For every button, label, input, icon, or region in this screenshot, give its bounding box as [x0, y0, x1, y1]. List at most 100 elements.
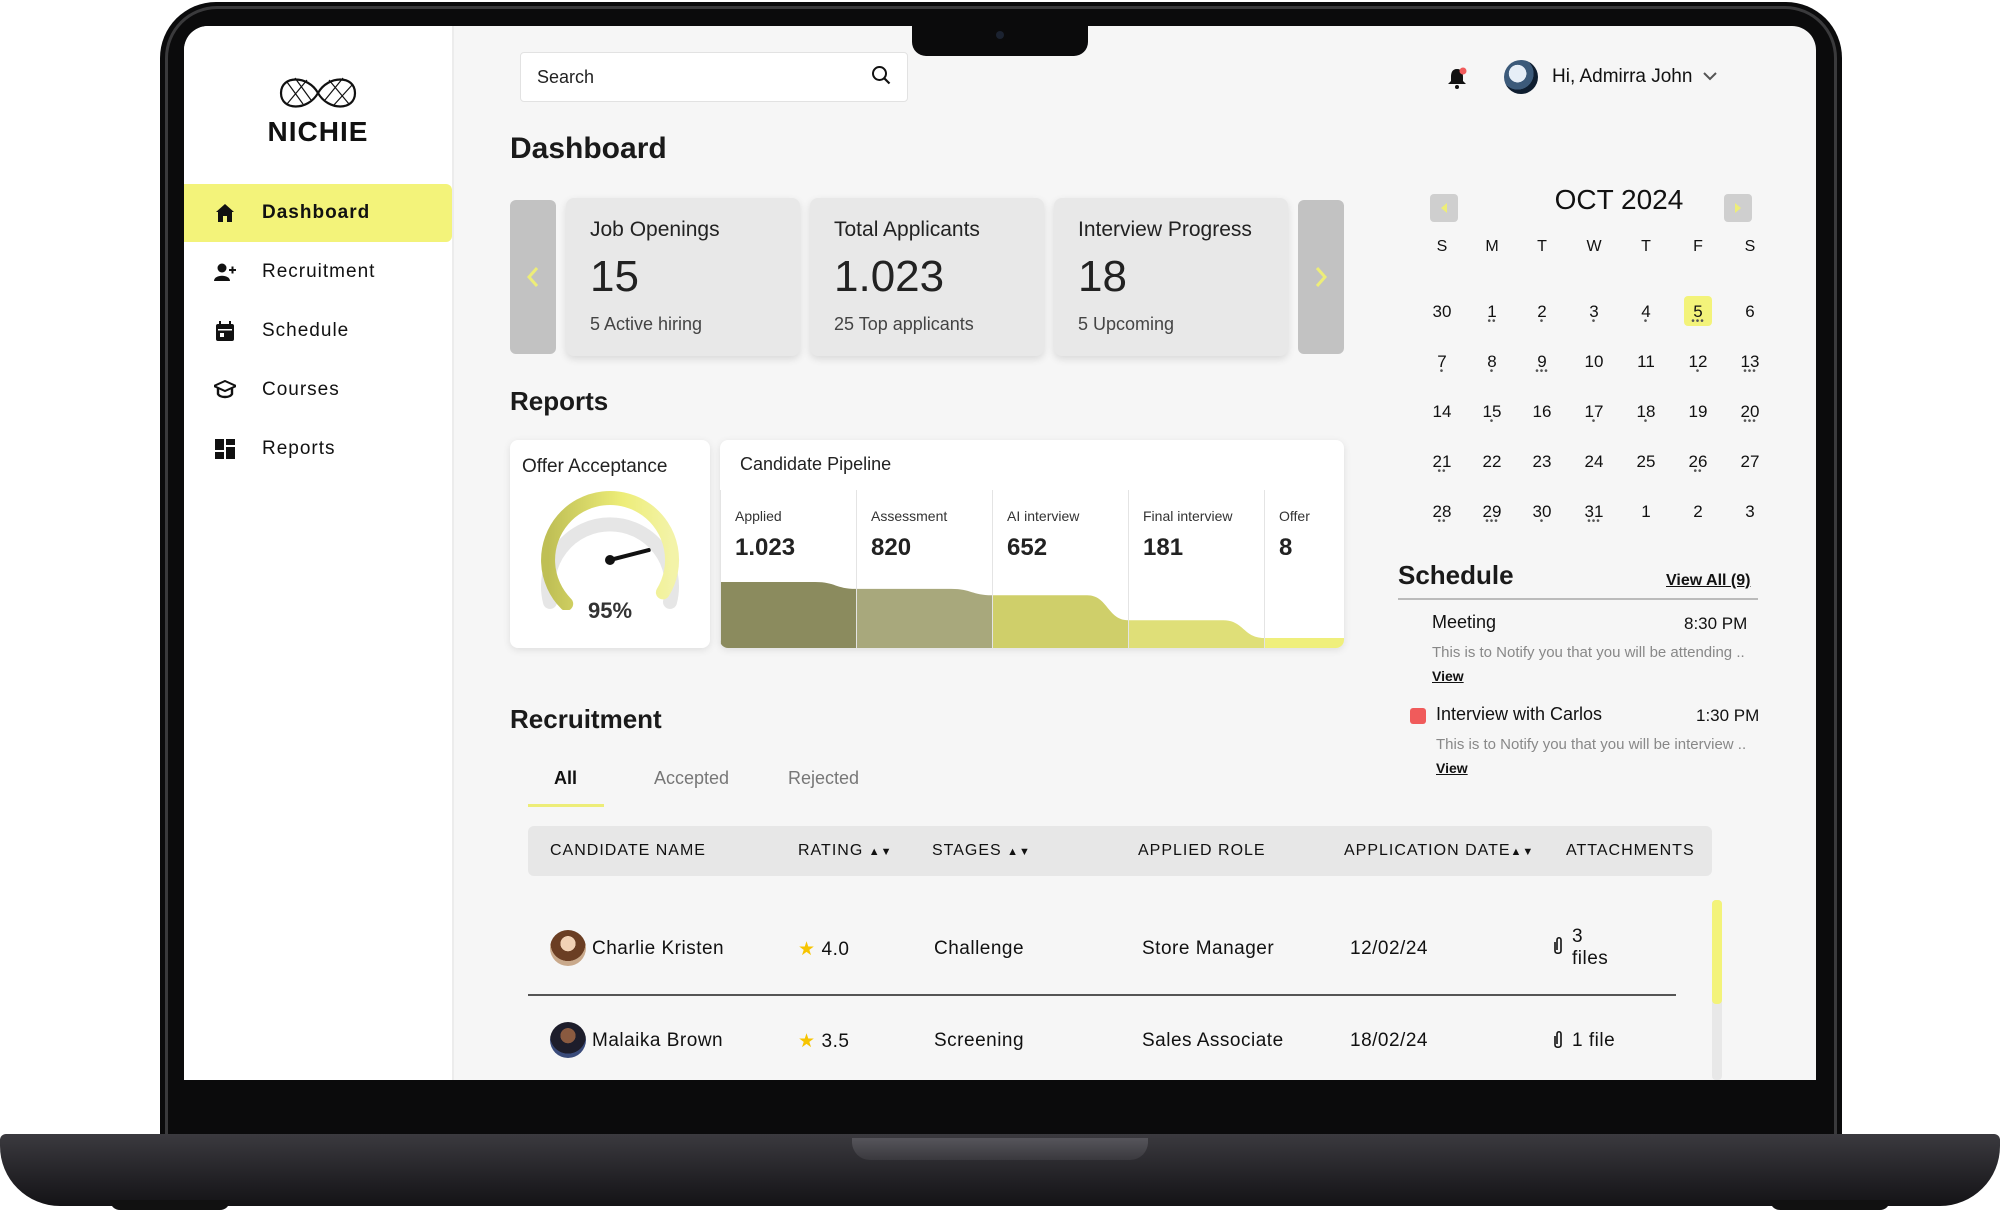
calendar-day[interactable]: 15 •: [1472, 396, 1512, 432]
pipeline-chart: [720, 582, 1344, 648]
event-dots-icon: •: [1591, 316, 1597, 327]
app-logo[interactable]: NICHIE: [248, 70, 388, 148]
caret-left-icon: [1441, 203, 1447, 213]
calendar-prev-button[interactable]: [1430, 194, 1458, 222]
calendar-day[interactable]: 30: [1422, 296, 1462, 332]
sidebar-item-schedule[interactable]: Schedule: [184, 302, 454, 360]
column-header-candidate-name[interactable]: CANDIDATE NAME: [550, 842, 706, 859]
notification-bell-icon[interactable]: [1445, 66, 1469, 95]
calendar-day[interactable]: 19: [1678, 396, 1718, 432]
calendar-day[interactable]: 8 •: [1472, 346, 1512, 382]
event-dots-icon: •••: [1535, 366, 1549, 377]
sidebar-item-courses[interactable]: Courses: [184, 361, 454, 419]
tab-accepted[interactable]: Accepted: [654, 768, 730, 788]
calendar-day[interactable]: 4 •: [1626, 296, 1666, 332]
calendar-day[interactable]: 14: [1422, 396, 1462, 432]
calendar-next-button[interactable]: [1724, 194, 1752, 222]
calendar-day[interactable]: 27: [1730, 446, 1770, 482]
calendar-day[interactable]: 18 •: [1626, 396, 1666, 432]
event-view-link[interactable]: View: [1436, 760, 1468, 776]
column-header-application-date[interactable]: APPLICATION DATE▲▼: [1344, 842, 1534, 860]
calendar-day[interactable]: 30 •: [1522, 496, 1562, 532]
sort-icon: ▲▼: [1510, 846, 1535, 858]
schedule-divider: [1398, 598, 1758, 600]
calendar-day[interactable]: 31 •••: [1574, 496, 1614, 532]
column-header-stages[interactable]: STAGES ▲▼: [932, 842, 1031, 860]
column-header-applied-role[interactable]: APPLIED ROLE: [1138, 842, 1266, 859]
candidate-role: Store Manager: [1142, 938, 1275, 959]
calendar-day-number: 22: [1482, 452, 1502, 471]
pipeline-area-offer: [1264, 638, 1344, 648]
logo-text: NICHIE: [267, 116, 369, 147]
app-screen: NICHIE Dashboard Recruitment Schedule: [184, 26, 1816, 1080]
calendar-day[interactable]: 11: [1626, 346, 1666, 382]
calendar-day[interactable]: 3 •: [1574, 296, 1614, 332]
calendar-day[interactable]: 26 ••: [1678, 446, 1718, 482]
attachments-link[interactable]: 3 files: [1554, 926, 1608, 970]
candidate-name[interactable]: Charlie Kristen: [592, 938, 725, 959]
event-dots-icon: •: [1539, 516, 1545, 527]
calendar-day[interactable]: 1 ••: [1472, 296, 1512, 332]
calendar-day[interactable]: 29 •••: [1472, 496, 1512, 532]
laptop-foot-right: [1770, 1200, 1890, 1210]
calendar-day[interactable]: 7 •: [1422, 346, 1462, 382]
search-icon[interactable]: [871, 65, 891, 90]
calendar-day[interactable]: 10: [1574, 346, 1614, 382]
avatar: [1504, 60, 1538, 94]
calendar-day[interactable]: 22: [1472, 446, 1512, 482]
sidebar-item-recruitment[interactable]: Recruitment: [184, 243, 454, 301]
view-all-link[interactable]: View All (9): [1666, 572, 1751, 589]
calendar-day[interactable]: 28 ••: [1422, 496, 1462, 532]
calendar-day[interactable]: 21 ••: [1422, 446, 1462, 482]
weekday-label: T: [1537, 238, 1547, 255]
offer-acceptance-card[interactable]: Offer Acceptance 95%: [510, 440, 710, 648]
table-row[interactable]: Charlie Kristen ★ 4.0 Challenge Store Man…: [528, 906, 1676, 996]
attachments-link[interactable]: 1 file: [1554, 1030, 1615, 1052]
stat-card-total-applicants[interactable]: Total Applicants 1.023 25 Top applicants: [810, 198, 1044, 356]
event-view-link[interactable]: View: [1432, 668, 1464, 684]
calendar-day[interactable]: 17 •: [1574, 396, 1614, 432]
calendar-day[interactable]: 16: [1522, 396, 1562, 432]
event-flag-icon: [1410, 708, 1426, 724]
calendar-day[interactable]: 25: [1626, 446, 1666, 482]
tab-rejected[interactable]: Rejected: [788, 768, 860, 788]
calendar-day[interactable]: 2 •: [1522, 296, 1562, 332]
candidate-pipeline-card[interactable]: Candidate Pipeline Applied 1.023 Assessm…: [720, 440, 1344, 648]
calendar-day[interactable]: 3: [1730, 496, 1770, 532]
infinity-logo-icon: [279, 77, 357, 108]
stats-next-button[interactable]: [1298, 200, 1344, 354]
calendar-day[interactable]: 13 •••: [1730, 346, 1770, 382]
search-input[interactable]: Search: [537, 66, 595, 87]
calendar-day[interactable]: 5 •••: [1684, 296, 1712, 327]
stats-prev-button[interactable]: [510, 200, 556, 354]
column-header-rating[interactable]: RATING ▲▼: [798, 842, 893, 860]
column-header-attachments[interactable]: ATTACHMENTS: [1566, 842, 1695, 859]
stat-card-interview-progress[interactable]: Interview Progress 18 5 Upcoming: [1054, 198, 1288, 356]
table-scrollbar[interactable]: [1712, 900, 1722, 1080]
search-bar[interactable]: Search: [520, 52, 908, 102]
table-row[interactable]: Malaika Brown ★ 3.5 Screening Sales Assoc…: [528, 998, 1676, 1080]
tab-all[interactable]: All: [554, 768, 578, 788]
stat-value: 15: [590, 252, 639, 301]
event-dots-icon: •: [1439, 366, 1445, 377]
event-description: This is to Notify you that you will be i…: [1436, 736, 1747, 753]
calendar-day[interactable]: 1: [1626, 496, 1666, 532]
calendar-day[interactable]: 2: [1678, 496, 1718, 532]
stat-label: Interview Progress: [1078, 218, 1252, 241]
calendar-day[interactable]: 9 •••: [1522, 346, 1562, 382]
pipeline-title: Candidate Pipeline: [740, 454, 892, 474]
calendar-day[interactable]: 12 •: [1678, 346, 1718, 382]
calendar-day[interactable]: 6: [1730, 296, 1770, 332]
sidebar-item-reports[interactable]: Reports: [184, 420, 454, 478]
user-menu[interactable]: Hi, Admirra John: [1504, 60, 1718, 94]
candidate-name[interactable]: Malaika Brown: [592, 1030, 724, 1051]
candidate-stage: Screening: [934, 1030, 1025, 1051]
scrollbar-thumb[interactable]: [1712, 900, 1722, 1004]
calendar-day[interactable]: 20 •••: [1730, 396, 1770, 432]
calendar-day[interactable]: 23: [1522, 446, 1562, 482]
stat-card-job-openings[interactable]: Job Openings 15 5 Active hiring: [566, 198, 800, 356]
event-dots-icon: •: [1489, 416, 1495, 427]
sidebar-item-dashboard[interactable]: Dashboard: [184, 184, 452, 242]
pipeline-stage-value: 820: [871, 534, 912, 561]
calendar-day[interactable]: 24: [1574, 446, 1614, 482]
